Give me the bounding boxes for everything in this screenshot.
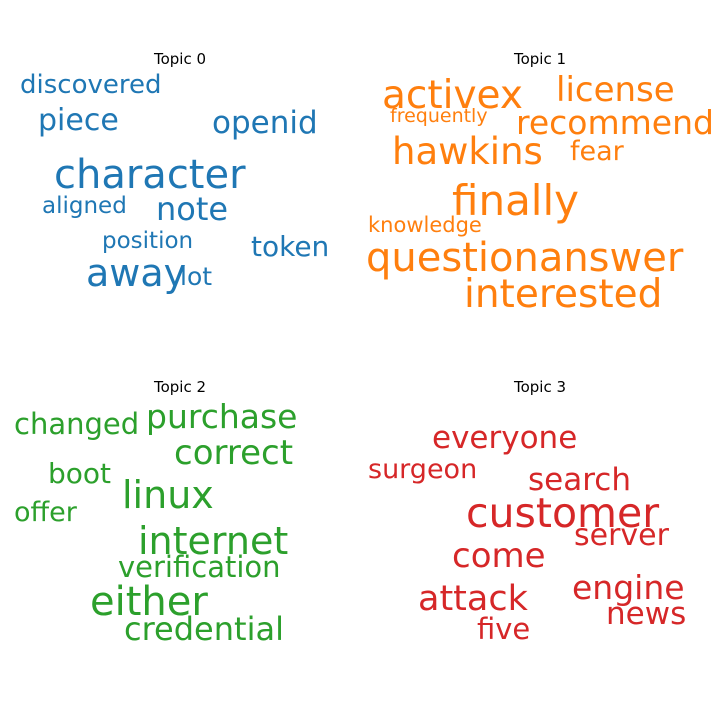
word-interested: interested (464, 272, 663, 317)
word-credential: credential (124, 610, 284, 648)
word-frequently: frequently (390, 105, 488, 127)
word-aligned: aligned (42, 193, 127, 219)
topic-panel-0: Topic 0 discovered piece openid characte… (0, 0, 360, 360)
word-offer: offer (14, 497, 77, 528)
word-linux: linux (122, 473, 214, 517)
word-note: note (156, 190, 229, 228)
word-purchase: purchase (146, 397, 298, 436)
word-character: character (54, 152, 246, 198)
word-piece: piece (38, 103, 119, 138)
word-recommend: recommend (516, 103, 714, 142)
word-changed: changed (14, 407, 140, 441)
word-discovered: discovered (20, 70, 162, 100)
topic-panel-3: Topic 3 everyone surgeon search customer… (360, 328, 720, 688)
word-server: server (574, 518, 669, 553)
word-either: either (90, 579, 208, 625)
word-questionanswer: questionanswer (366, 235, 684, 281)
word-activex: activex (382, 73, 523, 118)
word-lot: lot (180, 262, 213, 291)
word-attack: attack (418, 579, 528, 619)
word-customer: customer (466, 489, 660, 537)
word-knowledge: knowledge (368, 213, 482, 237)
word-openid: openid (212, 105, 318, 141)
word-token: token (251, 230, 330, 263)
word-news: news (606, 596, 687, 632)
word-engine: engine (572, 568, 685, 607)
topic-title: Topic 2 (153, 378, 207, 396)
word-internet: internet (138, 519, 289, 563)
word-hawkins: hawkins (392, 130, 543, 173)
topic-title: Topic 3 (513, 378, 567, 396)
word-boot: boot (48, 457, 112, 490)
word-verification: verification (118, 550, 281, 584)
word-search: search (528, 462, 631, 498)
topic-title: Topic 1 (513, 50, 567, 68)
topic-panel-2: Topic 2 changed purchase correct boot li… (0, 328, 360, 688)
word-license: license (556, 70, 675, 110)
word-finally: finally (452, 176, 580, 225)
word-five: five (477, 612, 531, 646)
word-surgeon: surgeon (368, 454, 478, 485)
word-come: come (452, 536, 546, 576)
word-away: away (86, 251, 187, 295)
word-correct: correct (174, 433, 294, 473)
word-everyone: everyone (432, 420, 578, 456)
topic-title: Topic 0 (153, 50, 207, 68)
word-fear: fear (570, 136, 624, 167)
word-position: position (102, 228, 194, 254)
topic-panel-1: Topic 1 activex license frequently recom… (360, 0, 720, 360)
